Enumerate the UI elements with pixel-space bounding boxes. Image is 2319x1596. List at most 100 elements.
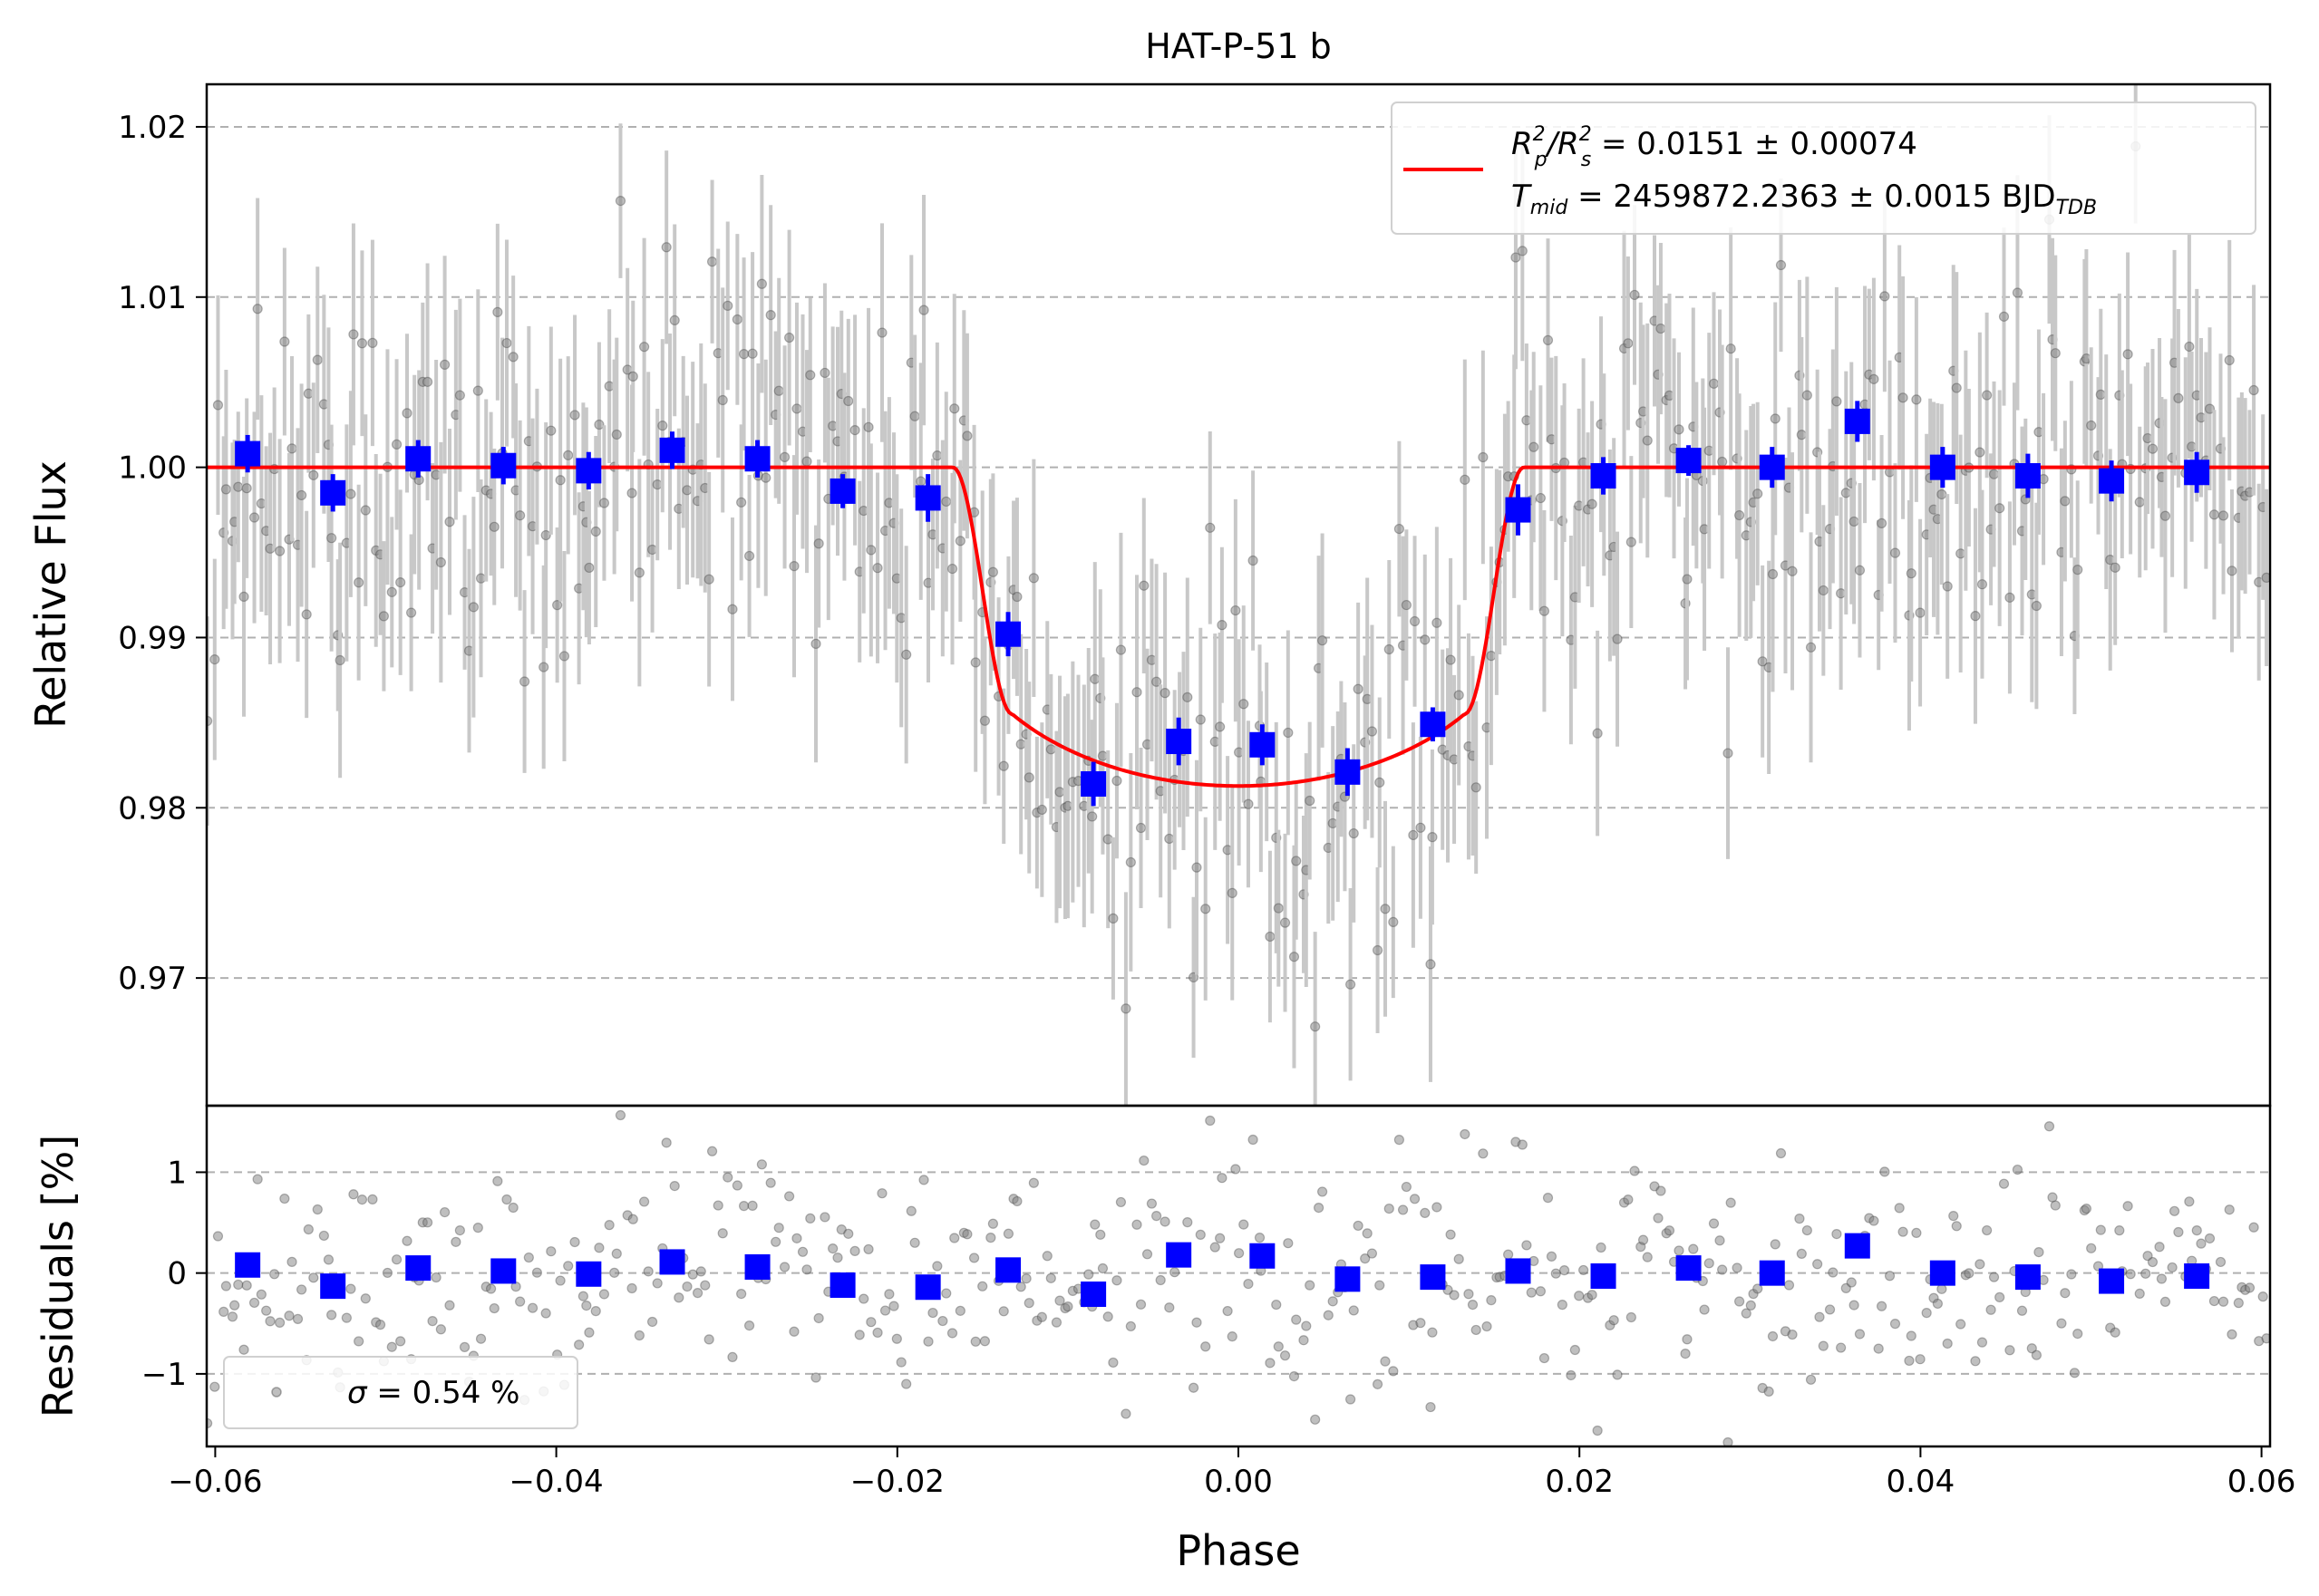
main-legend: R2 p/R2 s = 0.0151 ± 0.00074 Tmid = 245987… <box>1391 102 2256 235</box>
raw-point <box>1818 585 1829 596</box>
raw-point <box>1160 688 1170 699</box>
residual-raw-point <box>791 1233 802 1243</box>
residual-raw-point <box>1828 1267 1839 1278</box>
residual-raw-point <box>968 1253 980 1263</box>
residual-raw-point <box>849 1245 860 1256</box>
residual-binned-point <box>320 1273 346 1300</box>
residual-raw-point <box>1042 1251 1053 1262</box>
raw-point <box>2224 354 2235 366</box>
raw-point <box>540 529 551 541</box>
raw-point <box>1976 579 1988 590</box>
residual-legend-box <box>223 1356 578 1429</box>
raw-point <box>998 760 1009 771</box>
residual-raw-point <box>1876 1301 1887 1311</box>
raw-point <box>1674 424 1684 435</box>
residual-binned-point <box>995 1257 1022 1283</box>
residual-raw-point <box>2140 1268 2151 1279</box>
raw-point <box>918 305 929 315</box>
raw-point <box>312 354 323 365</box>
raw-point <box>2086 420 2097 431</box>
raw-point <box>1655 323 1666 334</box>
residual-raw-point <box>326 1310 337 1320</box>
raw-point <box>1288 952 1300 962</box>
raw-point <box>472 385 483 396</box>
residual-raw-point <box>1734 1296 1745 1307</box>
residual-binned-points <box>235 1233 2210 1308</box>
residual-raw-point <box>1121 1408 1131 1419</box>
raw-point <box>1045 744 1056 755</box>
raw-point <box>1831 396 1842 407</box>
residual-raw-point <box>312 1204 323 1215</box>
raw-point <box>626 488 637 498</box>
residual-raw-point <box>1415 1318 1426 1329</box>
residual-raw-point <box>574 1340 585 1350</box>
residual-raw-point <box>1383 1203 1394 1214</box>
raw-point <box>2227 566 2237 576</box>
binned-point <box>995 621 1022 647</box>
residual-raw-point <box>891 1333 902 1344</box>
residual-raw-point <box>2261 1333 2270 1344</box>
raw-point <box>1380 904 1391 914</box>
residual-raw-point <box>1848 1300 1859 1311</box>
residual-raw-point <box>756 1159 767 1170</box>
residual-raw-point <box>1884 1271 1896 1282</box>
residual-raw-point <box>248 1297 260 1309</box>
raw-point <box>2095 389 2106 400</box>
binned-point <box>1759 454 1785 480</box>
residual-raw-point <box>252 1174 263 1185</box>
binned-point <box>1166 729 1192 755</box>
residual-raw-point <box>985 1233 996 1243</box>
residual-raw-point <box>1801 1224 1812 1236</box>
residual-raw-point <box>810 1372 821 1383</box>
residual-raw-point <box>1612 1369 1623 1380</box>
raw-point <box>627 371 638 382</box>
residual-raw-point <box>2066 1269 2077 1280</box>
residual-raw-point <box>1141 1249 1153 1260</box>
residual-raw-point <box>2069 1368 2081 1378</box>
raw-point <box>932 450 943 461</box>
residual-raw-point <box>2047 1192 2058 1203</box>
raw-point <box>1840 488 1851 498</box>
raw-point <box>2072 565 2083 576</box>
residual-raw-point <box>732 1180 742 1191</box>
raw-point <box>652 479 663 490</box>
residual-raw-point <box>1868 1215 1879 1226</box>
residual-raw-point <box>345 1283 356 1294</box>
residual-raw-point <box>1012 1195 1023 1207</box>
raw-point <box>1247 555 1258 566</box>
residual-raw-point <box>1796 1248 1807 1260</box>
residual-raw-point <box>1569 1344 1580 1356</box>
residual-raw-point <box>1682 1334 1693 1345</box>
residual-binned-point <box>2014 1264 2041 1291</box>
residual-raw-point <box>2217 1296 2229 1307</box>
raw-point <box>1942 581 1953 592</box>
residual-binned-point <box>1505 1258 1531 1284</box>
binned-point <box>1249 731 1276 758</box>
residual-raw-point <box>492 1175 503 1186</box>
residual-raw-point <box>1846 1277 1857 1288</box>
residual-raw-point <box>813 1312 824 1324</box>
raw-point <box>1372 944 1383 956</box>
raw-point <box>367 337 378 348</box>
residual-raw-point <box>1345 1394 1356 1405</box>
residual-raw-point <box>577 1291 588 1301</box>
residual-raw-point <box>286 1256 297 1267</box>
residual-raw-point <box>998 1306 1009 1317</box>
raw-point <box>1230 605 1241 616</box>
residual-raw-point <box>1921 1308 1932 1319</box>
main-y-tick-label: 1.02 <box>118 110 187 146</box>
residual-raw-point <box>1814 1311 1825 1322</box>
residual-raw-point <box>1836 1342 1847 1353</box>
residual-raw-point <box>1688 1243 1699 1254</box>
residual-raw-point <box>626 1282 637 1294</box>
main-y-tick-label: 1.01 <box>118 280 187 316</box>
main-y-axis-label: Relative Flux <box>26 460 75 729</box>
residual-raw-point <box>1775 1147 1787 1159</box>
residual-raw-point <box>1323 1310 1334 1320</box>
raw-point <box>1327 817 1338 829</box>
legend-tmid-label: Tmid = 2459872.2363 ± 0.0015 BJDTDB <box>1511 179 2097 219</box>
residual-raw-point <box>1642 1252 1653 1262</box>
raw-point <box>1310 1021 1321 1032</box>
residual-raw-point <box>1732 1262 1742 1273</box>
x-tick-label: 0.00 <box>1204 1464 1273 1500</box>
